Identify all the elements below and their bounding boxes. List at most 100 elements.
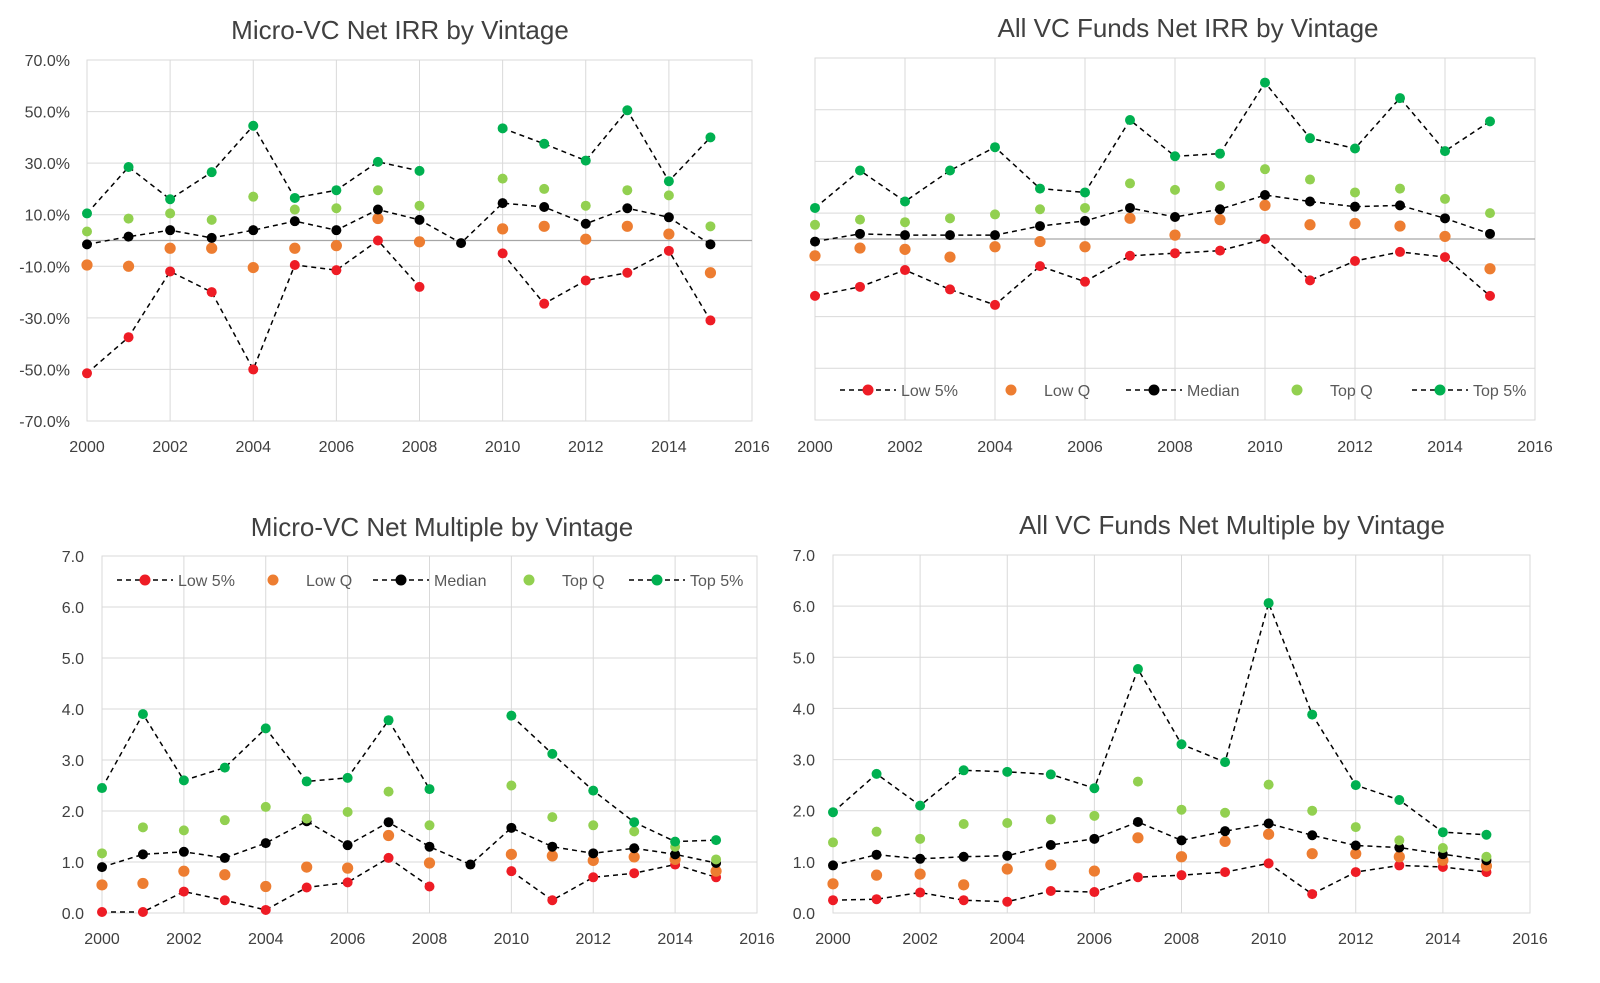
data-point-low5 xyxy=(810,290,820,301)
data-point-topq xyxy=(622,185,633,196)
data-point-low5 xyxy=(828,895,838,906)
data-point-low5 xyxy=(945,284,955,295)
x-tick-label: 2016 xyxy=(1517,439,1553,456)
data-point-low5 xyxy=(342,877,353,888)
data-point-median xyxy=(1132,816,1143,827)
y-tick-label: -10.0% xyxy=(19,259,70,276)
series-lowq xyxy=(827,828,1493,891)
x-tick-label: 2008 xyxy=(412,931,448,948)
data-point-top5 xyxy=(1485,116,1495,127)
data-point-topq xyxy=(1045,814,1056,825)
data-point-lowq xyxy=(1394,220,1406,232)
data-point-low5 xyxy=(629,868,640,879)
x-tick-label: 2002 xyxy=(887,439,923,456)
data-point-median xyxy=(1002,850,1013,861)
data-point-lowq xyxy=(260,880,272,893)
data-point-top5 xyxy=(1089,783,1100,794)
series-low5 xyxy=(828,858,1492,907)
y-tick-label: 70.0% xyxy=(25,53,70,70)
series-line-median xyxy=(86,202,711,246)
data-point-median xyxy=(1125,202,1135,213)
x-tick-label: 2000 xyxy=(815,931,851,948)
data-point-top5 xyxy=(497,123,508,134)
data-point-topq xyxy=(1485,208,1495,219)
data-point-low5 xyxy=(289,259,300,270)
data-point-lowq xyxy=(1304,219,1316,231)
data-point-lowq xyxy=(958,879,970,891)
data-point-lowq xyxy=(1439,230,1451,243)
data-point-median xyxy=(424,841,435,852)
chart-title: All VC Funds Net Multiple by Vintage xyxy=(1019,510,1445,540)
data-point-topq xyxy=(248,191,259,202)
data-point-median xyxy=(871,849,882,860)
data-point-lowq xyxy=(1175,851,1188,863)
data-point-topq xyxy=(1260,164,1270,175)
data-point-lowq xyxy=(505,848,517,860)
y-tick-label: 6.0 xyxy=(62,600,84,617)
data-point-lowq xyxy=(663,228,675,240)
x-tick-label: 2006 xyxy=(319,439,355,456)
data-point-median xyxy=(1395,200,1405,211)
data-point-lowq xyxy=(1034,235,1046,248)
data-point-median xyxy=(219,852,230,863)
data-point-low5 xyxy=(165,266,176,277)
data-point-top5 xyxy=(424,784,435,795)
data-point-top5 xyxy=(622,105,633,116)
data-point-lowq xyxy=(1214,214,1226,226)
data-point-median xyxy=(1350,201,1360,212)
data-point-median xyxy=(539,201,550,212)
data-point-top5 xyxy=(248,120,259,131)
series-topq xyxy=(828,776,1492,862)
data-point-top5 xyxy=(945,165,955,176)
data-point-lowq xyxy=(870,869,883,881)
data-point-top5 xyxy=(915,800,926,811)
series-median xyxy=(82,198,716,250)
legend-label: Low 5% xyxy=(178,573,235,590)
data-point-low5 xyxy=(1215,245,1225,256)
data-point-topq xyxy=(810,219,820,230)
data-point-topq xyxy=(1440,193,1450,204)
y-tick-label: 3.0 xyxy=(62,753,84,770)
data-point-topq xyxy=(331,203,342,214)
data-point-top5 xyxy=(1350,143,1360,154)
legend: Low 5% Low Q Median Top Q Top 5% xyxy=(840,383,1526,400)
data-point-median xyxy=(1215,204,1225,215)
series-line-median xyxy=(814,194,1491,243)
data-point-low5 xyxy=(580,275,591,286)
y-tick-label: 50.0% xyxy=(25,105,70,122)
data-point-topq xyxy=(1350,187,1360,198)
x-tick-label: 2012 xyxy=(575,931,611,948)
y-tick-label: 5.0 xyxy=(793,650,815,667)
y-tick-label: 1.0 xyxy=(793,855,815,872)
series-median xyxy=(97,816,722,873)
data-point-low5 xyxy=(1220,867,1231,878)
data-point-top5 xyxy=(331,185,342,196)
series-group xyxy=(827,598,1493,907)
data-point-low5 xyxy=(663,245,674,256)
y-tick-label: 0.0 xyxy=(793,906,815,923)
data-point-top5 xyxy=(1125,115,1135,126)
data-point-lowq xyxy=(587,854,599,867)
data-point-topq xyxy=(1176,804,1187,815)
legend-label: Low Q xyxy=(306,573,352,590)
data-point-top5 xyxy=(1440,146,1450,157)
data-point-top5 xyxy=(342,772,353,783)
data-point-median xyxy=(1307,830,1318,841)
x-tick-label: 2016 xyxy=(739,931,775,948)
data-point-lowq xyxy=(382,829,395,842)
series-topq xyxy=(97,780,722,865)
data-point-low5 xyxy=(1260,234,1270,244)
data-point-low5 xyxy=(915,887,926,898)
series-line-top5 xyxy=(502,108,711,183)
y-tick-label: 4.0 xyxy=(62,702,84,719)
series-group xyxy=(81,105,717,379)
data-point-topq xyxy=(1125,178,1135,189)
x-tick-label: 2016 xyxy=(734,439,770,456)
x-tick-label: 2016 xyxy=(1512,931,1548,948)
data-point-lowq xyxy=(178,865,190,877)
data-point-topq xyxy=(1395,183,1405,194)
data-point-low5 xyxy=(1089,887,1100,898)
data-point-top5 xyxy=(219,762,230,773)
data-point-median xyxy=(670,849,681,860)
